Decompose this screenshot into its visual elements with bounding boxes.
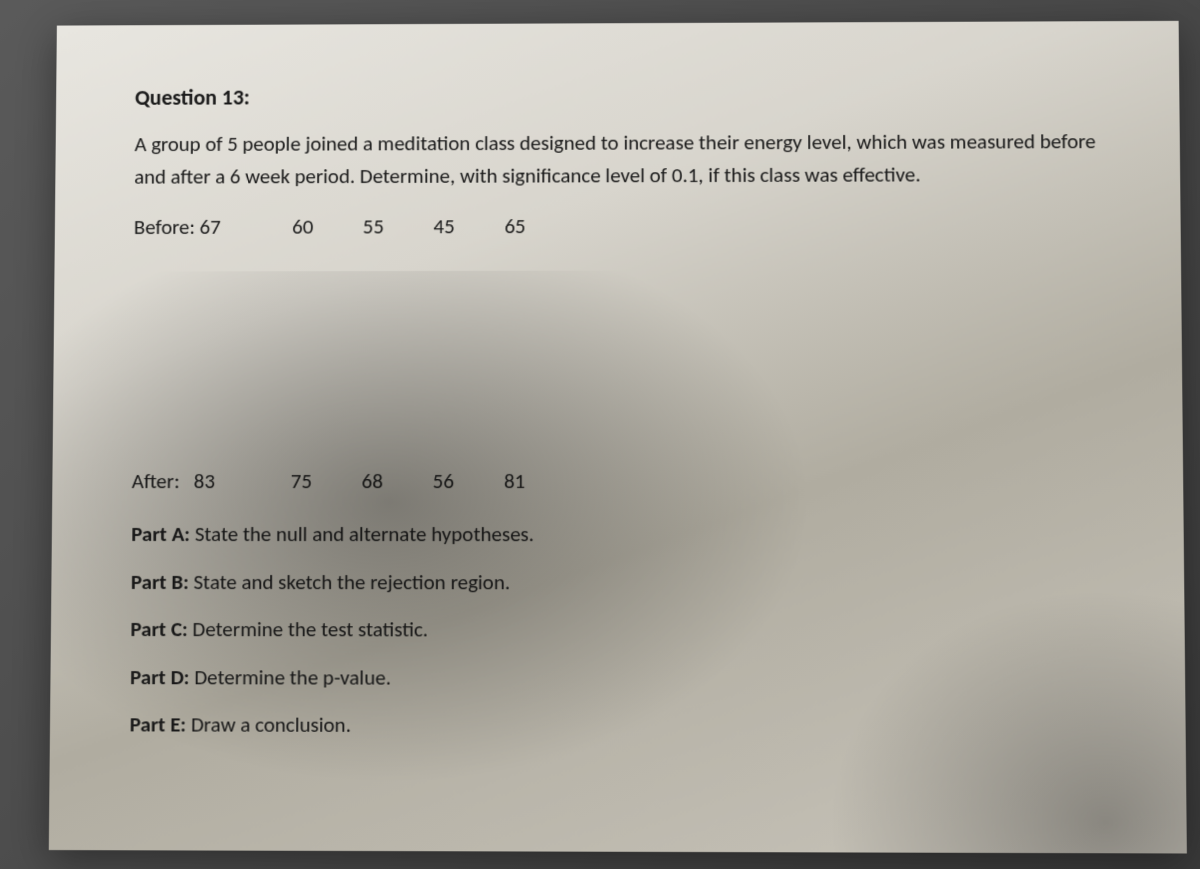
part-d-text: Determine the p-value. xyxy=(189,664,391,690)
after-value: 81 xyxy=(504,468,525,494)
part-d: Part D: Determine the p-value. xyxy=(130,662,1114,695)
before-value: 55 xyxy=(363,214,384,240)
before-value: 65 xyxy=(504,213,525,239)
after-data-row: After: 83 75 68 56 81 xyxy=(132,468,1113,494)
before-data-row: Before: 67 60 55 45 65 xyxy=(134,212,1111,240)
part-e-text: Draw a conclusion. xyxy=(186,711,351,737)
part-a: Part A: State the null and alternate hyp… xyxy=(131,519,1113,551)
part-a-label: Part A: xyxy=(131,521,190,547)
part-a-text: State the null and alternate hypotheses. xyxy=(190,521,534,547)
before-value: 45 xyxy=(434,213,455,239)
part-c-text: Determine the test statistic. xyxy=(188,616,429,642)
question-title: Question 13: xyxy=(135,81,1109,111)
shadow-effect xyxy=(49,269,1187,853)
question-description: A group of 5 people joined a meditation … xyxy=(134,125,1110,192)
part-c: Part C: Determine the test statistic. xyxy=(130,614,1114,647)
part-b-label: Part B: xyxy=(131,569,189,595)
after-value: 75 xyxy=(291,468,312,494)
part-d-label: Part D: xyxy=(130,664,190,690)
part-c-label: Part C: xyxy=(130,616,187,642)
paper-document: Question 13: A group of 5 people joined … xyxy=(49,21,1187,854)
part-e-label: Part E: xyxy=(130,711,187,737)
part-e: Part E: Draw a conclusion. xyxy=(130,709,1115,743)
after-label: After: 83 xyxy=(132,468,241,494)
after-value: 56 xyxy=(433,468,454,494)
after-value: 68 xyxy=(362,468,383,494)
part-b: Part B: State and sketch the rejection r… xyxy=(131,567,1114,599)
before-label: Before: 67 xyxy=(134,214,243,240)
before-value: 60 xyxy=(292,214,313,240)
part-b-text: State and sketch the rejection region. xyxy=(189,569,510,595)
